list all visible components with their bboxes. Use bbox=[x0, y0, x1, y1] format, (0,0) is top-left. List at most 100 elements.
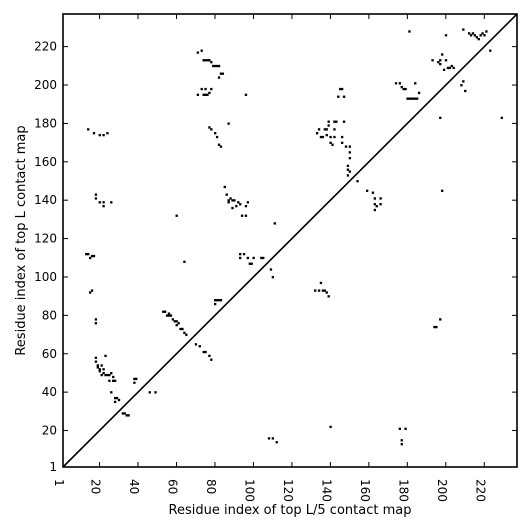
contact-point bbox=[110, 201, 113, 204]
contact-point bbox=[98, 368, 101, 371]
contact-point bbox=[398, 82, 402, 85]
contact-point bbox=[98, 370, 101, 373]
contact-point bbox=[239, 203, 242, 206]
contact-point bbox=[319, 135, 323, 139]
contact-point bbox=[112, 379, 115, 382]
contact-point bbox=[394, 82, 398, 85]
contact-point bbox=[113, 379, 117, 382]
contact-point bbox=[204, 59, 207, 62]
contact-point bbox=[244, 214, 248, 217]
contact-point bbox=[269, 268, 273, 271]
contact-point bbox=[108, 379, 111, 382]
contact-point bbox=[202, 350, 205, 354]
contact-point bbox=[171, 318, 175, 321]
contact-point bbox=[462, 80, 465, 83]
contact-point bbox=[94, 193, 98, 196]
contact-points bbox=[85, 28, 503, 446]
contact-point bbox=[87, 128, 90, 131]
contact-point bbox=[100, 364, 103, 367]
contact-point bbox=[96, 366, 99, 369]
contact-point bbox=[102, 204, 105, 208]
contact-point bbox=[325, 128, 328, 131]
contact-point bbox=[333, 135, 336, 139]
contact-point bbox=[250, 262, 253, 265]
contact-point bbox=[239, 252, 242, 256]
contact-point bbox=[500, 116, 503, 120]
contact-point bbox=[133, 381, 136, 384]
contact-point bbox=[88, 291, 92, 294]
contact-point bbox=[200, 49, 203, 52]
contact-point bbox=[106, 373, 109, 377]
contact-point bbox=[325, 133, 328, 137]
contact-point bbox=[133, 377, 136, 381]
contact-point bbox=[452, 66, 455, 70]
contact-point bbox=[460, 84, 463, 87]
contact-point bbox=[404, 87, 407, 91]
contact-point bbox=[90, 254, 94, 258]
contact-point bbox=[183, 331, 186, 334]
contact-point bbox=[439, 59, 442, 62]
contact-point bbox=[173, 320, 176, 323]
contact-point bbox=[96, 364, 99, 367]
contact-point bbox=[217, 143, 221, 146]
contact-point bbox=[340, 141, 344, 144]
contact-point bbox=[275, 441, 278, 444]
contact-point bbox=[319, 281, 323, 285]
contact-point bbox=[450, 64, 453, 68]
contact-point bbox=[485, 30, 488, 33]
contact-point bbox=[219, 145, 223, 148]
y-tick-label: 100 bbox=[34, 270, 57, 284]
contact-point bbox=[323, 289, 326, 292]
contact-point bbox=[206, 93, 209, 96]
contact-point bbox=[214, 64, 217, 68]
contact-point bbox=[410, 97, 413, 100]
contact-point bbox=[229, 197, 232, 200]
contact-point bbox=[194, 343, 198, 346]
contact-point bbox=[444, 34, 448, 37]
contact-point bbox=[217, 299, 221, 302]
contact-point bbox=[94, 197, 98, 200]
contact-point bbox=[398, 427, 402, 430]
contact-point bbox=[373, 203, 377, 206]
contact-point bbox=[408, 97, 411, 100]
contact-point bbox=[198, 345, 201, 348]
contact-point bbox=[169, 314, 173, 317]
contact-point bbox=[335, 120, 338, 123]
contact-point bbox=[175, 320, 178, 323]
contact-point bbox=[489, 49, 492, 52]
contact-point bbox=[346, 174, 350, 177]
contact-point bbox=[329, 141, 332, 144]
y-tick-label: 20 bbox=[42, 424, 57, 438]
contact-point bbox=[246, 201, 250, 204]
x-tick-label: 200 bbox=[435, 479, 449, 502]
contact-point bbox=[477, 37, 480, 41]
contact-point bbox=[206, 59, 209, 62]
contact-point bbox=[321, 135, 325, 139]
contact-point bbox=[202, 93, 205, 96]
x-tick-label: 60 bbox=[166, 479, 180, 494]
contact-point bbox=[212, 64, 215, 68]
contact-point bbox=[215, 64, 219, 68]
contact-point bbox=[262, 256, 265, 260]
x-tick-label: 100 bbox=[242, 479, 256, 502]
contact-point bbox=[87, 252, 90, 256]
contact-point bbox=[204, 350, 207, 354]
contact-point bbox=[315, 132, 319, 135]
x-tick-label: 80 bbox=[204, 479, 218, 494]
x-tick-label: 20 bbox=[89, 479, 103, 494]
contact-point bbox=[102, 368, 105, 371]
contact-point bbox=[379, 203, 382, 206]
contact-point bbox=[233, 199, 236, 202]
contact-point bbox=[348, 157, 351, 160]
contact-point bbox=[471, 32, 475, 35]
contact-point bbox=[167, 312, 171, 315]
x-tick-label: 40 bbox=[127, 479, 141, 494]
contact-point bbox=[448, 66, 452, 70]
contact-point bbox=[379, 197, 382, 200]
contact-point bbox=[106, 132, 109, 135]
contact-point bbox=[337, 95, 340, 98]
contact-point bbox=[273, 222, 276, 225]
contact-point bbox=[329, 425, 332, 429]
contact-point bbox=[260, 256, 263, 260]
